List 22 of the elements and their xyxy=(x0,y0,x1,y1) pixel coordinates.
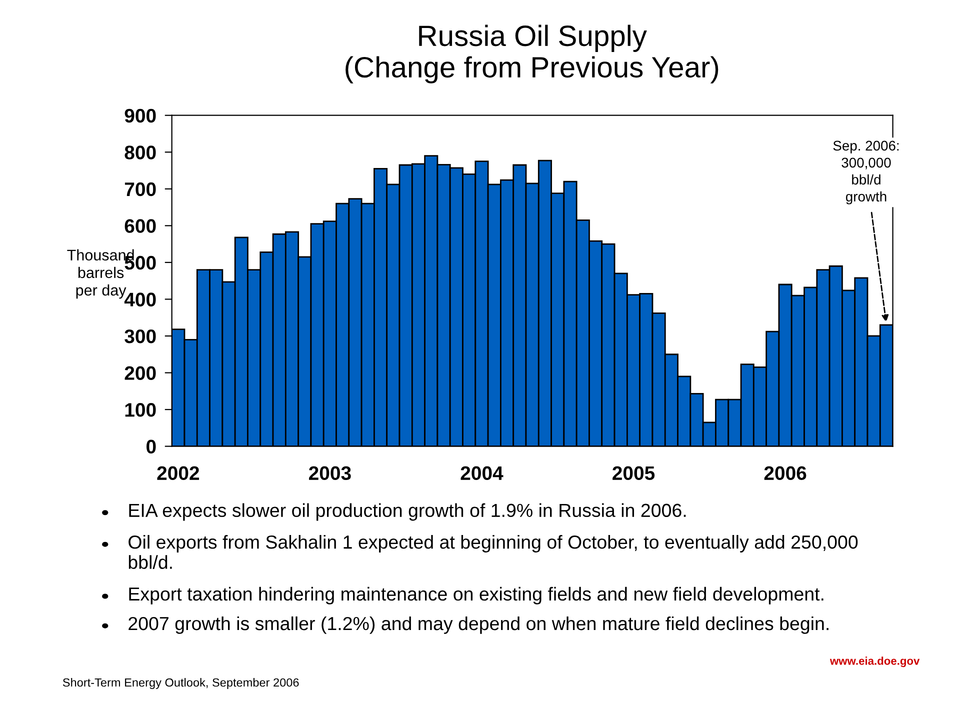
y-tick-label: 200 xyxy=(124,366,156,380)
y-tick-label: 600 xyxy=(124,219,156,233)
y-tick-label: 700 xyxy=(124,182,156,196)
text: EIA expects slower oil production growth of 1.9% in Russia in 2006. xyxy=(129,503,686,521)
y-tick-label: 900 xyxy=(124,108,156,123)
annotation: Sep. 2006: 300,000 bbl/d growth xyxy=(833,140,899,204)
text: Oil exports from Sakhalin 1 expected at beginning of October, to eventually add 250,000 bbl/d. xyxy=(128,534,858,569)
y-tick-label: 0 xyxy=(146,440,156,454)
text: Export taxation hindering maintenance on existing fields and new field development. xyxy=(129,586,824,604)
text: 2007 growth is smaller (1.2%) and may depend on when mature field declines begin. xyxy=(128,616,828,634)
x-tick-label: 2003 xyxy=(308,466,351,480)
x-tick-label: 2002 xyxy=(157,466,200,480)
x-tick-label: 2004 xyxy=(460,466,504,480)
x-tick-label: 2006 xyxy=(764,466,806,480)
x-tick-label: 2005 xyxy=(612,466,655,480)
y-tick-label: 800 xyxy=(124,146,156,160)
y-tick-label: 300 xyxy=(124,329,156,344)
chart-title: Russia Oil Supply (Change from Previous Year) xyxy=(346,24,718,84)
text: Short-Term Energy Outlook, September 2006 xyxy=(62,678,299,690)
text: www.eia.doe.gov xyxy=(830,656,920,668)
y-tick-label: 100 xyxy=(125,402,156,417)
y-tick-label: 400 xyxy=(124,292,156,306)
